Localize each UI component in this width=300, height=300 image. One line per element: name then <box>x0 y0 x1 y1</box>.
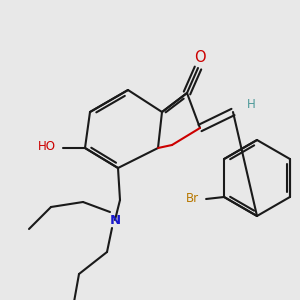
Text: O: O <box>194 50 206 65</box>
Text: N: N <box>110 214 121 226</box>
Text: HO: HO <box>38 140 56 154</box>
Text: Br: Br <box>185 193 199 206</box>
Text: H: H <box>247 98 255 110</box>
